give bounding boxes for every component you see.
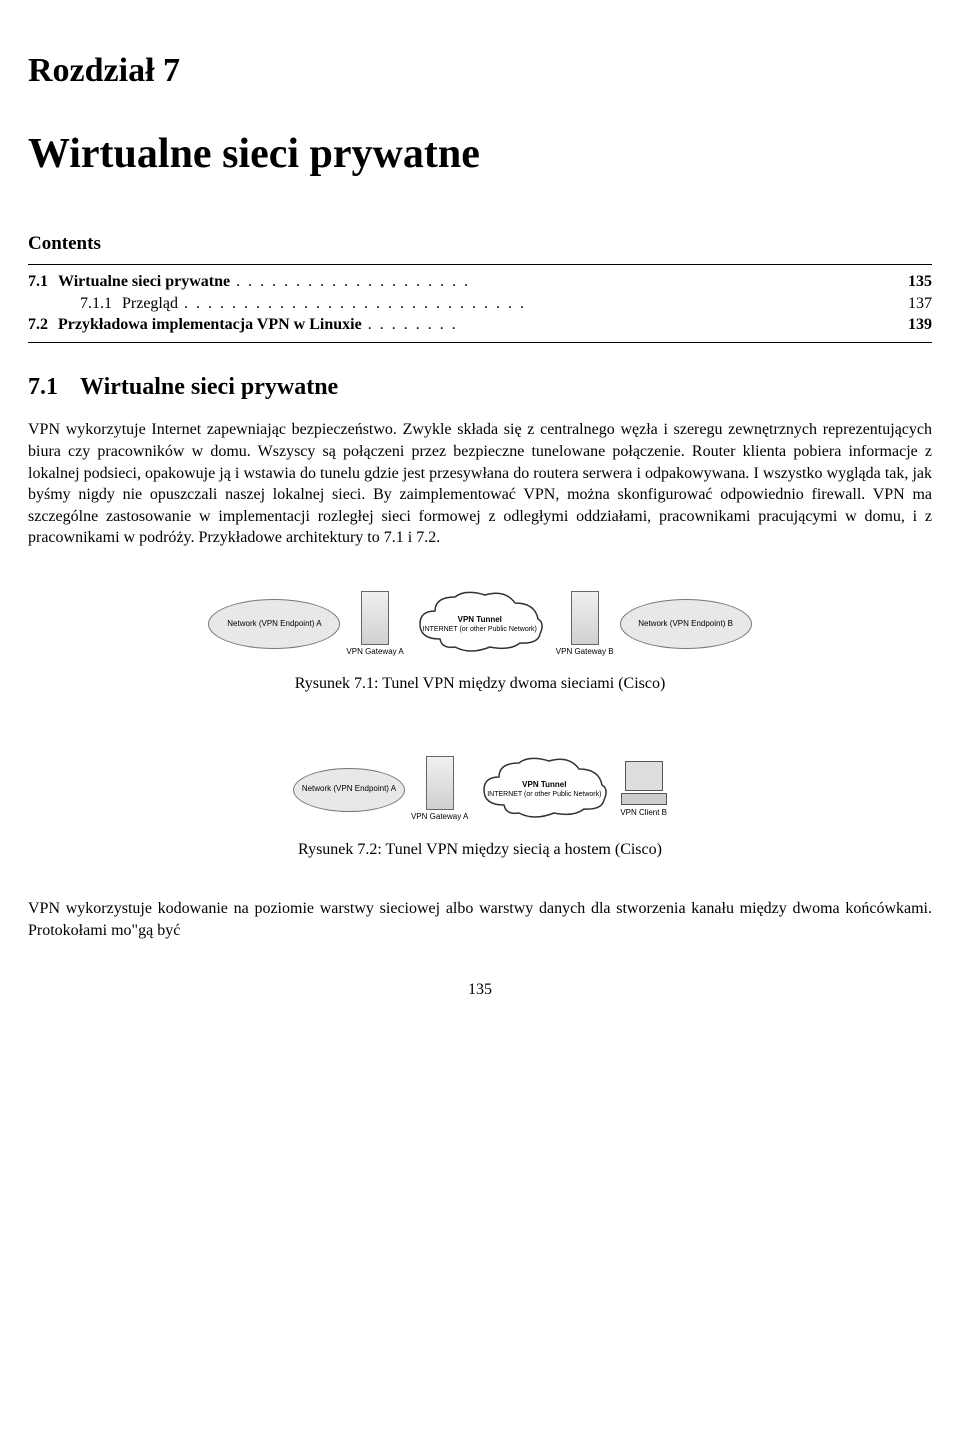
toc-number: 7.1.1: [80, 293, 112, 315]
tunnel-label: VPN Tunnel: [522, 780, 566, 791]
toc-page: 139: [908, 314, 932, 336]
toc-text: Wirtualne sieci prywatne: [58, 271, 230, 293]
gateway-a-label: VPN Gateway A: [411, 812, 468, 823]
gateway-a-label: VPN Gateway A: [346, 647, 403, 658]
toc-leader-dots: . . . . . . . .: [362, 314, 908, 336]
toc-leader-dots: . . . . . . . . . . . . . . . . . . . . …: [178, 293, 908, 315]
toc-page: 135: [908, 271, 932, 293]
toc-row: 7.2 Przykładowa implementacja VPN w Linu…: [28, 314, 932, 336]
chapter-title: Wirtualne sieci prywatne: [28, 126, 932, 183]
chapter-label: Rozdział 7: [28, 48, 932, 94]
figure-2-caption: Rysunek 7.2: Tunel VPN między siecią a h…: [28, 839, 932, 861]
gateway-a-icon: [426, 756, 454, 810]
network-a-ellipse: Network (VPN Endpoint) A: [293, 768, 405, 812]
tunnel-sublabel: INTERNET (or other Public Network): [423, 626, 537, 634]
toc-row: 7.1 Wirtualne sieci prywatne . . . . . .…: [28, 271, 932, 293]
figure-1-caption: Rysunek 7.1: Tunel VPN między dwoma siec…: [28, 673, 932, 695]
internet-cloud: VPN Tunnel INTERNET (or other Public Net…: [474, 755, 614, 825]
monitor-icon: [625, 761, 663, 791]
tunnel-sublabel: INTERNET (or other Public Network): [487, 791, 601, 799]
toc-row: 7.1.1 Przegląd . . . . . . . . . . . . .…: [28, 293, 932, 315]
contents-heading: Contents: [28, 231, 932, 257]
figure-1: Network (VPN Endpoint) A VPN Gateway A V…: [28, 589, 932, 695]
tunnel-label: VPN Tunnel: [458, 615, 502, 626]
network-b-ellipse: Network (VPN Endpoint) B: [620, 599, 752, 649]
toc-number: 7.1: [28, 271, 48, 293]
toc-text: Przykładowa implementacja VPN w Linuxie: [58, 314, 362, 336]
gateway-b: VPN Gateway B: [556, 591, 614, 658]
internet-cloud: VPN Tunnel INTERNET (or other Public Net…: [410, 589, 550, 659]
gateway-b-label: VPN Gateway B: [556, 647, 614, 658]
section-heading: 7.1 Wirtualne sieci prywatne: [28, 371, 932, 403]
figure-2: Network (VPN Endpoint) A VPN Gateway A V…: [28, 755, 932, 861]
contents-box: 7.1 Wirtualne sieci prywatne . . . . . .…: [28, 264, 932, 343]
gateway-a-icon: [361, 591, 389, 645]
vpn-diagram-2: Network (VPN Endpoint) A VPN Gateway A V…: [293, 755, 667, 825]
toc-page: 137: [908, 293, 932, 315]
closing-paragraph: VPN wykorzystuje kodowanie na poziomie w…: [28, 898, 932, 941]
vpn-diagram-1: Network (VPN Endpoint) A VPN Gateway A V…: [208, 589, 751, 659]
client-b-label: VPN Client B: [620, 808, 667, 819]
body-paragraph: VPN wykorzytuje Internet zapewniając bez…: [28, 419, 932, 549]
gateway-a: VPN Gateway A: [346, 591, 403, 658]
toc-number: 7.2: [28, 314, 48, 336]
gateway-a: VPN Gateway A: [411, 756, 468, 823]
network-a-ellipse: Network (VPN Endpoint) A: [208, 599, 340, 649]
toc-text: Przegląd: [122, 293, 178, 315]
vpn-client-b: VPN Client B: [620, 761, 667, 819]
toc-leader-dots: . . . . . . . . . . . . . . . . . . . .: [230, 271, 908, 293]
gateway-b-icon: [571, 591, 599, 645]
section-title: Wirtualne sieci prywatne: [80, 371, 338, 403]
section-number: 7.1: [28, 371, 58, 403]
computer-base-icon: [621, 793, 667, 805]
page-number: 135: [28, 979, 932, 1001]
